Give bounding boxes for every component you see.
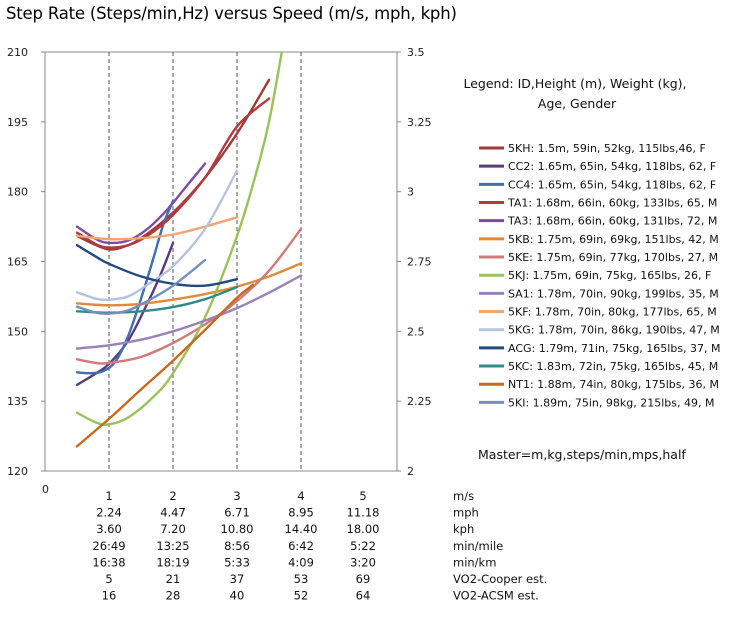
series-line-5kg bbox=[75, 169, 239, 302]
table-cell: 18.00 bbox=[347, 522, 380, 536]
table-cell: 2.24 bbox=[96, 506, 122, 520]
table-cell: 3 bbox=[233, 489, 240, 503]
legend-footer: Master=m,kg,steps/min,mps,half bbox=[478, 447, 686, 462]
legend-entry-acg: ACG: 1.79m, 71in, 75kg, 165lbs, 37, M bbox=[508, 342, 721, 355]
table-cell: 18:19 bbox=[156, 555, 189, 569]
table-unit-label: min/mile bbox=[453, 539, 503, 553]
left-tick-label: 150 bbox=[7, 325, 28, 338]
legend-entry-5ki: 5KI: 1.89m, 75in, 98kg, 215lbs, 49, M bbox=[508, 396, 714, 409]
x-origin-label: 0 bbox=[42, 483, 49, 496]
plot-frame bbox=[44, 51, 398, 472]
right-tick-label: 2.5 bbox=[407, 325, 425, 338]
series-line-nt1 bbox=[75, 283, 255, 448]
table-cell: 5 bbox=[359, 489, 366, 503]
table-cell: 4:09 bbox=[288, 555, 314, 569]
legend-entry-ta1: TA1: 1.68m, 66in, 60kg, 133lbs, 65, M bbox=[507, 197, 717, 210]
table-cell: 37 bbox=[230, 572, 245, 586]
table-cell: 16:38 bbox=[92, 555, 125, 569]
legend-entry-5kc: 5KC: 1.83m, 72in, 75kg, 165lbs, 45, M bbox=[508, 360, 718, 373]
legend: Legend: ID,Height (m), Weight (kg), Age, … bbox=[464, 76, 721, 462]
legend-entry-5kj: 5KJ: 1.75m, 69in, 75kg, 165lbs, 26, F bbox=[508, 269, 711, 282]
table-cell: 5:22 bbox=[350, 539, 376, 553]
table-unit-label: min/km bbox=[453, 555, 496, 569]
series-line-cc4 bbox=[75, 199, 175, 375]
table-cell: 4 bbox=[297, 489, 304, 503]
left-axis-ticks: 120 135 150 165 180 195 210 0 bbox=[7, 46, 49, 496]
right-tick-label: 2 bbox=[407, 465, 414, 478]
table-cell: 64 bbox=[356, 589, 371, 603]
series-lines bbox=[75, 52, 303, 448]
legend-entry-5kg: 5KG: 1.78m, 70in, 86kg, 190lbs, 47, M bbox=[508, 324, 720, 337]
speed-conversion-table: 1 2 3 4 5 m/s 2.24 4.47 6.71 8.95 11.18 mph 3.60 7.20… bbox=[92, 489, 547, 603]
legend-entry-5kf: 5KF: 1.78m, 70in, 80kg, 177lbs, 65, M bbox=[508, 306, 717, 319]
series-line-ta1 bbox=[75, 97, 271, 249]
legend-title-line2: Age, Gender bbox=[538, 96, 617, 111]
series-line-ta3 bbox=[75, 162, 207, 245]
plot-border bbox=[44, 51, 398, 472]
table-cell: 11.18 bbox=[347, 506, 380, 520]
table-cell: 4.47 bbox=[160, 506, 186, 520]
left-tick-label: 210 bbox=[7, 46, 28, 59]
series-line-5kj bbox=[75, 52, 283, 426]
table-cell: 53 bbox=[294, 572, 309, 586]
table-unit-label: m/s bbox=[453, 489, 474, 503]
right-tick-label: 2.75 bbox=[407, 256, 432, 269]
table-cell: 28 bbox=[166, 589, 181, 603]
legend-entry-nt1: NT1: 1.88m, 74in, 80kg, 175lbs, 36, M bbox=[508, 378, 719, 391]
table-cell: 5:33 bbox=[224, 555, 250, 569]
left-tick-label: 120 bbox=[7, 465, 28, 478]
table-cell: 14.40 bbox=[285, 522, 318, 536]
chart-title: Step Rate (Steps/min,Hz) versus Speed (m… bbox=[6, 4, 457, 23]
table-cell: 21 bbox=[166, 572, 181, 586]
table-cell: 16 bbox=[102, 589, 117, 603]
table-unit-label: VO2-Cooper est. bbox=[453, 572, 547, 586]
table-unit-label: mph bbox=[453, 506, 479, 520]
table-cell: 40 bbox=[230, 589, 245, 603]
table-unit-label: kph bbox=[453, 522, 474, 536]
legend-entry-ta3: TA3: 1.68m, 66in, 60kg, 131lbs, 72, M bbox=[507, 215, 717, 228]
series-line-5ke bbox=[75, 227, 303, 365]
table-cell: 1 bbox=[105, 489, 112, 503]
series-line-5kb bbox=[75, 262, 303, 307]
legend-entry-5kh: 5KH: 1.5m, 59in, 52kg, 115lbs,46, F bbox=[508, 142, 706, 155]
legend-entry-sa1: SA1: 1.78m, 70in, 90kg, 199lbs, 35, M bbox=[508, 287, 719, 300]
right-tick-label: 3 bbox=[407, 186, 414, 199]
table-cell: 52 bbox=[294, 589, 309, 603]
series-line-5ki bbox=[75, 258, 207, 316]
table-cell: 5 bbox=[105, 572, 112, 586]
legend-title-line1: Legend: ID,Height (m), Weight (kg), bbox=[464, 76, 687, 91]
table-cell: 6:42 bbox=[288, 539, 314, 553]
left-tick-label: 165 bbox=[7, 256, 28, 269]
table-cell: 3:20 bbox=[350, 555, 376, 569]
table-cell: 7.20 bbox=[160, 522, 186, 536]
series-line-cc2 bbox=[75, 241, 175, 387]
series-line-sa1 bbox=[75, 274, 303, 350]
series-line-acg bbox=[75, 244, 239, 288]
table-cell: 13:25 bbox=[156, 539, 189, 553]
table-cell: 3.60 bbox=[96, 522, 122, 536]
table-cell: 8.95 bbox=[288, 506, 314, 520]
right-tick-label: 3.25 bbox=[407, 116, 432, 129]
left-tick-label: 195 bbox=[7, 116, 28, 129]
table-cell: 2 bbox=[169, 489, 176, 503]
left-tick-label: 135 bbox=[7, 395, 28, 408]
right-tick-label: 2.25 bbox=[407, 395, 432, 408]
table-cell: 6.71 bbox=[224, 506, 250, 520]
legend-entry-5ke: 5KE: 1.75m, 69in, 77kg, 170lbs, 27, M bbox=[508, 251, 718, 264]
table-cell: 8:56 bbox=[224, 539, 250, 553]
right-tick-label: 3.5 bbox=[407, 46, 425, 59]
left-tick-label: 180 bbox=[7, 186, 28, 199]
table-cell: 10.80 bbox=[221, 522, 254, 536]
right-axis-ticks: 2 2.25 2.5 2.75 3 3.25 3.5 bbox=[397, 46, 432, 478]
table-cell: 26:49 bbox=[92, 539, 125, 553]
table-cell: 69 bbox=[356, 572, 371, 586]
legend-entry-5kb: 5KB: 1.75m, 69in, 69kg, 151lbs, 42, M bbox=[508, 233, 719, 246]
legend-entry-cc2: CC2: 1.65m, 65in, 54kg, 118lbs, 62, F bbox=[508, 160, 716, 173]
table-unit-label: VO2-ACSM est. bbox=[453, 589, 539, 603]
legend-entry-cc4: CC4: 1.65m, 65in, 54kg, 118lbs, 62, F bbox=[508, 178, 716, 191]
